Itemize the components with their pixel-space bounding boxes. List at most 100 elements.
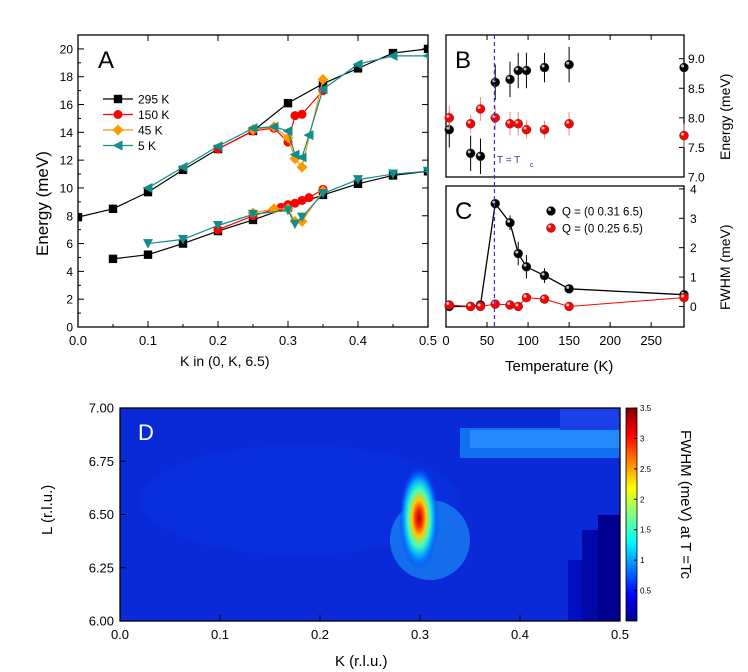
a-legend-label-3: 5 K [138,139,156,153]
a-series-0-point [78,212,83,222]
c-legend-marker-0 [546,206,556,216]
a-xtick-label: 0.1 [139,333,157,348]
a-ytick-label: 8 [66,209,73,223]
d-xtick-label: 0.3 [411,627,429,642]
a-legend-label-0: 295 K [138,93,169,107]
a-xtick-label: 0.5 [419,333,437,348]
colorbar-tick-label: 1 [640,556,645,565]
c-legend-marker-1-body [546,223,556,233]
a-series-3-point [268,121,279,132]
a-series-3-branch-0-line [147,55,428,189]
panel-a-data [78,44,428,264]
c-xtick-label: 50 [480,333,494,348]
b-series-0-point [521,65,532,76]
a-xtick-label: 0.3 [279,333,297,348]
a-series-3-point [282,125,293,136]
b-series-1-point [444,113,455,123]
c-legend-label-0: Q = (0 0.31 6.5) [562,207,643,219]
c-series-1-point-highlight [467,303,471,307]
a-ytick-label: 6 [66,237,73,251]
a-series-3-point [296,152,307,163]
a-series-3-point [213,220,223,231]
b-series-0-point-highlight [523,67,527,71]
colorbar-ticks: 0.5 1 1.5 2 2.5 3 3.5 [634,404,652,596]
c-legend-label-1: Q = (0 0.25 6.5) [562,224,643,236]
a-series-0-point [178,165,188,175]
a-series-0-point [388,48,398,58]
c-series-0-point-body [505,217,515,228]
tc-annotation-sub: c [530,162,534,169]
c-series-0-point [505,217,515,228]
b-series-1-point [513,119,523,129]
a-series-3-point [317,84,328,95]
c-series-1-point-body [513,301,523,312]
c-series-0-point-body [490,198,500,209]
c-series-0-point-body [539,270,550,281]
heatmap-upper-right-band-2 [470,430,620,448]
b-series-1-point-body [564,119,574,129]
colorbar [625,407,638,622]
c-series-1-point-body [475,301,486,312]
c-series-0-point [490,198,500,209]
a-series-1-point [290,111,300,121]
c-series-0-point-body [513,248,523,259]
a-series-3-point [143,239,153,249]
a-series-3-point [297,212,307,223]
c-series-1-point [490,299,500,309]
b-series-0-point-highlight [681,64,685,68]
a-legend-marker-1 [113,110,123,119]
b-series-1-point [475,104,486,114]
b-series-1-point-highlight [477,105,481,109]
a-xtick-label: 0.2 [209,333,227,348]
panel-a: 0.0 0.1 0.2 0.3 0.4 0.5 0 2 4 6 8 10 12 14 16 18 20 A K … [33,34,437,369]
d-ytick-label: 6.75 [89,454,114,469]
b-series-1-point-body [539,124,550,135]
a-legend-marker-2 [112,124,124,136]
c-series-0-point-highlight [507,219,511,223]
c-series-1-point-highlight [515,303,519,307]
b-series-0-point [564,59,574,70]
heatmap [120,408,620,621]
c-ytick-label: 0 [690,300,697,314]
b-series-0-point-highlight [477,153,481,157]
colorbar-tick-label: 1.5 [640,526,652,535]
panel-c-axes: 0 50 100 150 200 250 0 1 2 3 4 [442,182,697,348]
a-series-1-point [304,193,314,203]
b-series-0-point-highlight [446,126,450,130]
panel-c-label: C [455,198,472,225]
b-series-1-point [490,113,500,123]
heatmap-top-right [560,408,620,430]
a-series-3-point [248,209,258,220]
b-series-1-point-body [679,130,689,141]
b-ytick-label: 8.0 [688,111,705,125]
b-series-0-point-body [539,62,550,73]
panel-b: 7.0 7.5 8.0 8.5 9.0 B Energy (meV) T = T c [444,34,733,185]
panel-a-axes: 0.0 0.1 0.2 0.3 0.4 0.5 0 2 4 6 8 10 12 14 16 18 20 [60,35,437,348]
b-series-1-point [505,119,515,129]
heatmap-peak [399,466,439,570]
a-series-3-point [388,169,398,180]
tc-annotation: T = T c [497,155,534,169]
c-series-1-point-body [505,300,515,310]
d-xtick-label: 0.0 [111,627,129,642]
panel-a-xlabel: K in (0, K, 6.5) [180,353,269,369]
panel-b-label: B [455,47,471,74]
panel-b-axes: 7.0 7.5 8.0 8.5 9.0 [445,35,705,185]
a-series-3-point [423,166,428,177]
a-series-3-point [387,50,398,61]
c-series-1-point [539,294,550,304]
heatmap-left-region [140,445,460,555]
b-series-1-point-highlight [446,114,450,118]
b-series-0-point [490,77,500,88]
c-series-1-point-body [679,292,689,303]
b-series-1-point [564,119,574,129]
c-series-1-point [475,301,486,312]
a-series-1-point [290,198,300,208]
c-series-1-point [521,292,532,303]
colorbar-label: FWHM (meV) at T =Tc [677,430,694,580]
d-xtick-label: 0.2 [311,627,329,642]
a-ytick-label: 10 [60,181,74,195]
d-xtick-label: 0.5 [611,627,629,642]
b-series-1-point-body [465,119,476,129]
